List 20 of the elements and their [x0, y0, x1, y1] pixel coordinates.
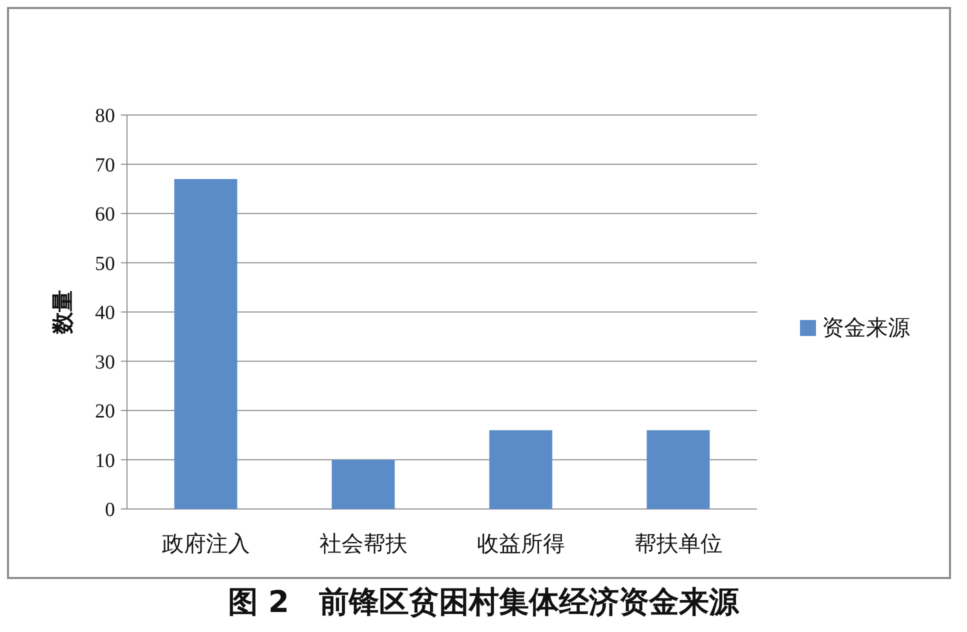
y-tick-label: 30	[95, 351, 115, 374]
y-tick-label: 80	[95, 105, 115, 127]
bar	[489, 430, 552, 509]
y-tick-label: 40	[95, 302, 115, 324]
y-tick-label: 20	[95, 400, 115, 422]
x-tick-label: 收益所得	[476, 531, 565, 556]
y-tick-label: 70	[95, 154, 115, 176]
x-tick-label: 社会帮扶	[319, 531, 408, 556]
x-tick-label: 帮扶单位	[634, 531, 722, 556]
y-tick-label: 0	[105, 499, 115, 521]
bar	[332, 460, 395, 509]
y-tick-label: 10	[95, 450, 115, 472]
y-tick-label: 50	[95, 252, 115, 275]
bar	[646, 430, 710, 509]
bar	[174, 179, 238, 509]
y-axis-title: 数量	[50, 290, 75, 335]
y-tick-label: 60	[95, 204, 115, 226]
x-tick-label: 政府注入	[162, 531, 250, 556]
legend-label: 资金来源	[822, 315, 910, 340]
text: 图 2 前锋区贫困村集体经济资金来源	[228, 585, 740, 620]
